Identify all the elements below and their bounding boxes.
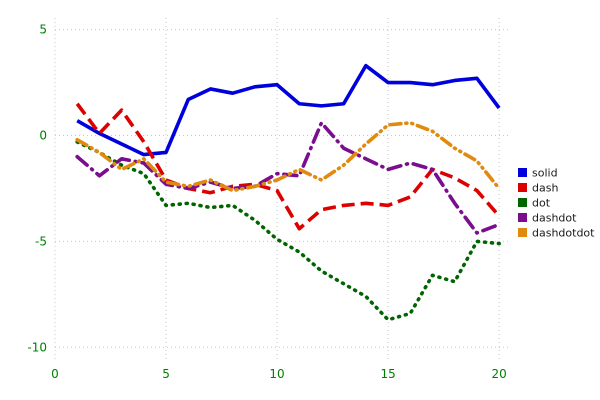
series-line-dashdotdot (75, 121, 501, 193)
series-line-solid (76, 63, 501, 157)
legend-swatch-dashdot (518, 213, 527, 222)
x-tick-label: 5 (162, 367, 170, 381)
legend-label-solid: solid (532, 167, 558, 180)
legend-swatch-dashdotdot (518, 228, 527, 237)
legend-swatch-dot (518, 198, 527, 207)
x-tick-label: 15 (380, 367, 395, 381)
y-tick-label: -5 (35, 234, 47, 248)
series-line-dot (75, 140, 501, 322)
y-tick-label: 0 (39, 129, 47, 143)
y-tick-label: 5 (39, 23, 47, 37)
x-tick-label: 0 (51, 367, 59, 381)
legend-label-dot: dot (532, 197, 551, 210)
legend-swatch-dash (518, 183, 527, 192)
legend-label-dashdot: dashdot (532, 212, 577, 225)
x-tick-label: 20 (491, 367, 506, 381)
x-tick-label: 10 (269, 367, 284, 381)
legend-swatch-solid (518, 168, 527, 177)
series-line-dash (75, 102, 501, 231)
legend-label-dash: dash (532, 182, 558, 195)
legend-label-dashdotdot: dashdotdot (532, 227, 595, 240)
y-tick-label: -10 (27, 340, 47, 354)
